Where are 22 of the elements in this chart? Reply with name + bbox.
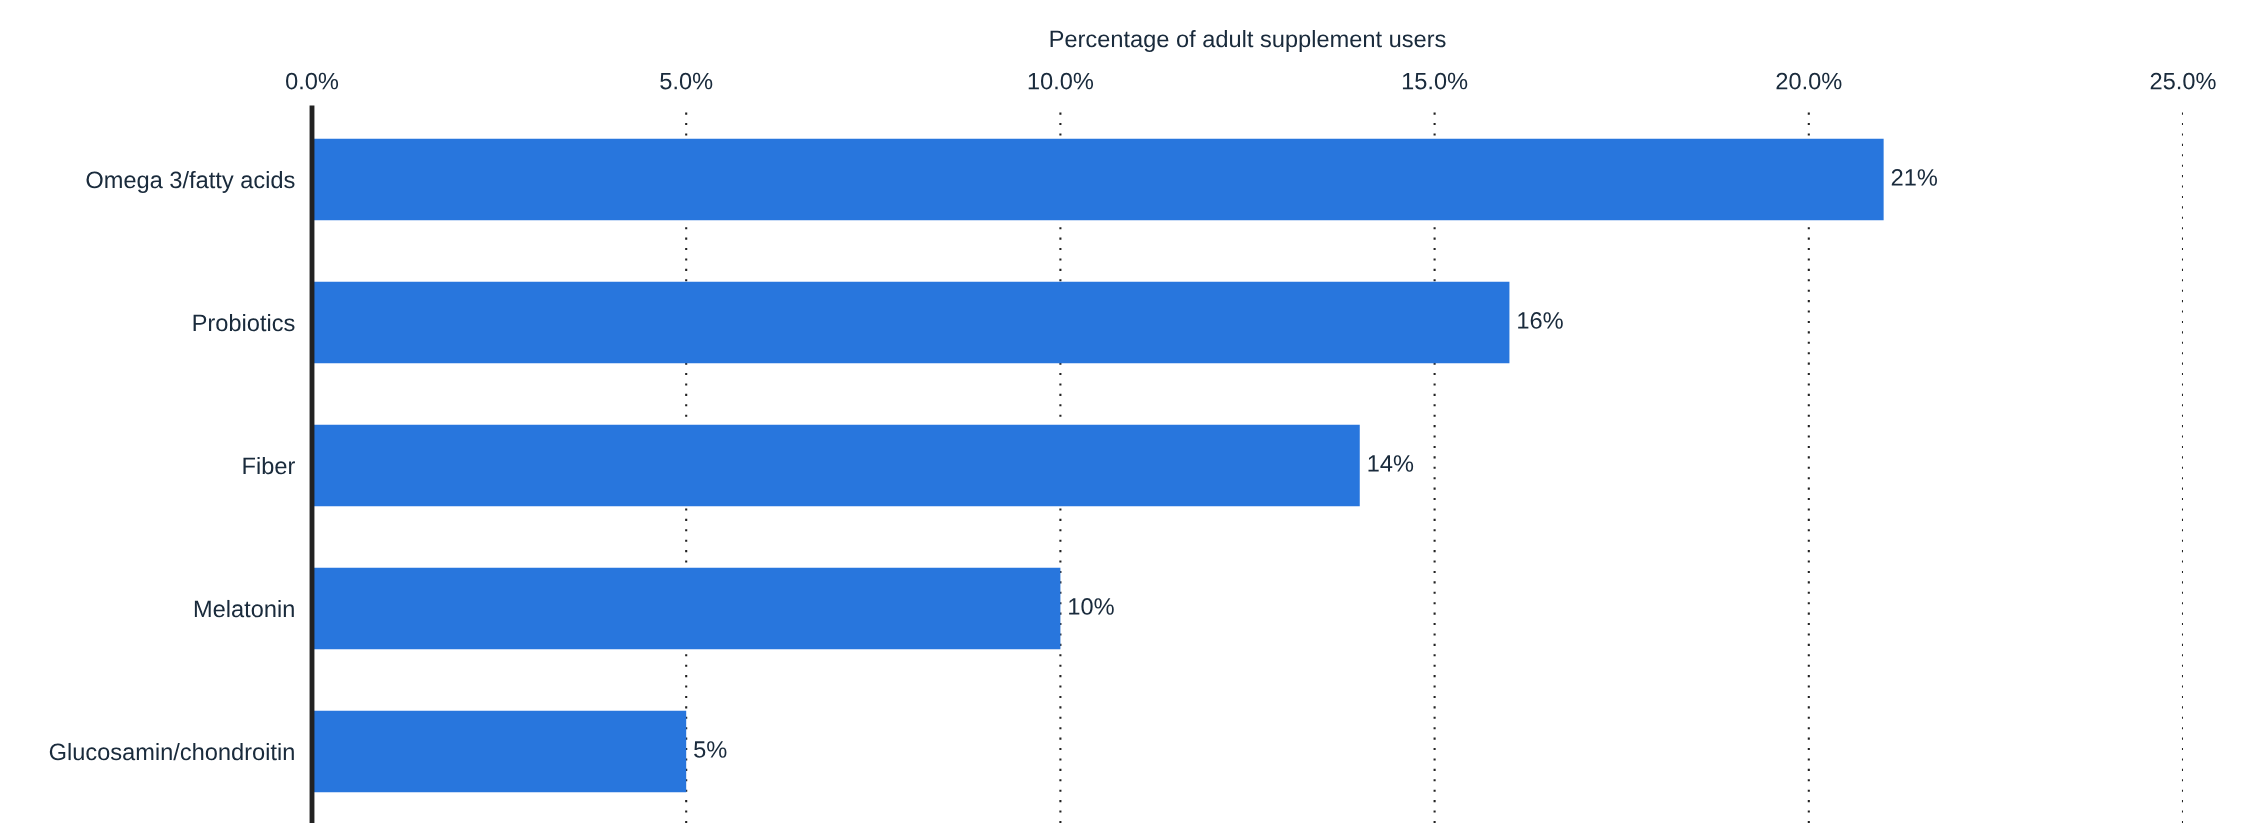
x-tick-label: 15.0% bbox=[1402, 72, 1468, 90]
bar bbox=[312, 567, 1061, 650]
y-tick-label: Melatonin bbox=[194, 599, 294, 618]
y-tick-label: Omega 3/fatty acids bbox=[86, 170, 295, 193]
x-tick-label: 10.0% bbox=[1028, 72, 1094, 90]
data-label: 10% bbox=[1069, 598, 1114, 615]
x-tick-label: 25.0% bbox=[2150, 72, 2216, 90]
x-tick-label: 20.0% bbox=[1776, 72, 1842, 90]
y-tick-label: Probiotics bbox=[193, 313, 295, 332]
bar bbox=[312, 424, 1360, 507]
data-label: 5% bbox=[694, 741, 727, 758]
x-tick-label: 0.0% bbox=[286, 72, 339, 90]
x-axis-title: Percentage of adult supplement users bbox=[1050, 29, 1446, 52]
data-label: 16% bbox=[1518, 312, 1563, 329]
bar bbox=[312, 281, 1510, 364]
bar bbox=[312, 138, 1884, 221]
x-tick-label: 5.0% bbox=[660, 72, 713, 90]
bar bbox=[312, 710, 687, 793]
y-tick-label: Fiber bbox=[243, 456, 295, 475]
y-tick-label: Glucosamin/chondroitin bbox=[49, 742, 294, 761]
data-label: 21% bbox=[1891, 169, 1937, 186]
data-label: 14% bbox=[1368, 455, 1414, 472]
